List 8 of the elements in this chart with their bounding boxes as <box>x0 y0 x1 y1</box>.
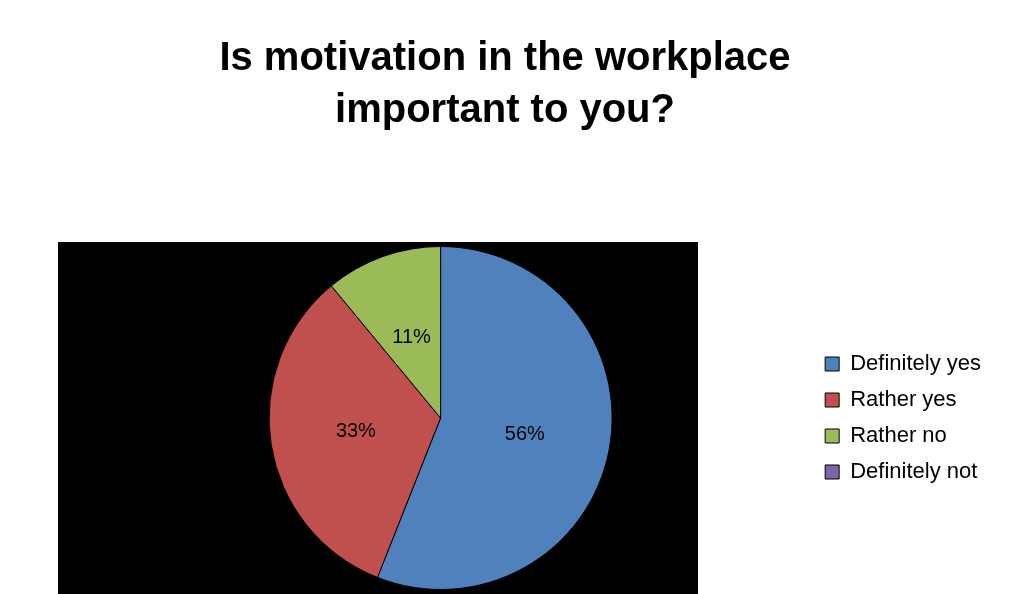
chart-title: Is motivation in the workplace important to you? <box>218 33 792 132</box>
legend-label: Definitely yes <box>850 350 982 376</box>
legend-label: Rather no <box>850 422 947 448</box>
data-label: 56% <box>504 421 546 444</box>
legend-label: Rather yes <box>850 386 957 412</box>
legend-label: Definitely not <box>850 458 978 484</box>
data-label: 11% <box>392 324 432 347</box>
data-label: 33% <box>335 418 377 441</box>
